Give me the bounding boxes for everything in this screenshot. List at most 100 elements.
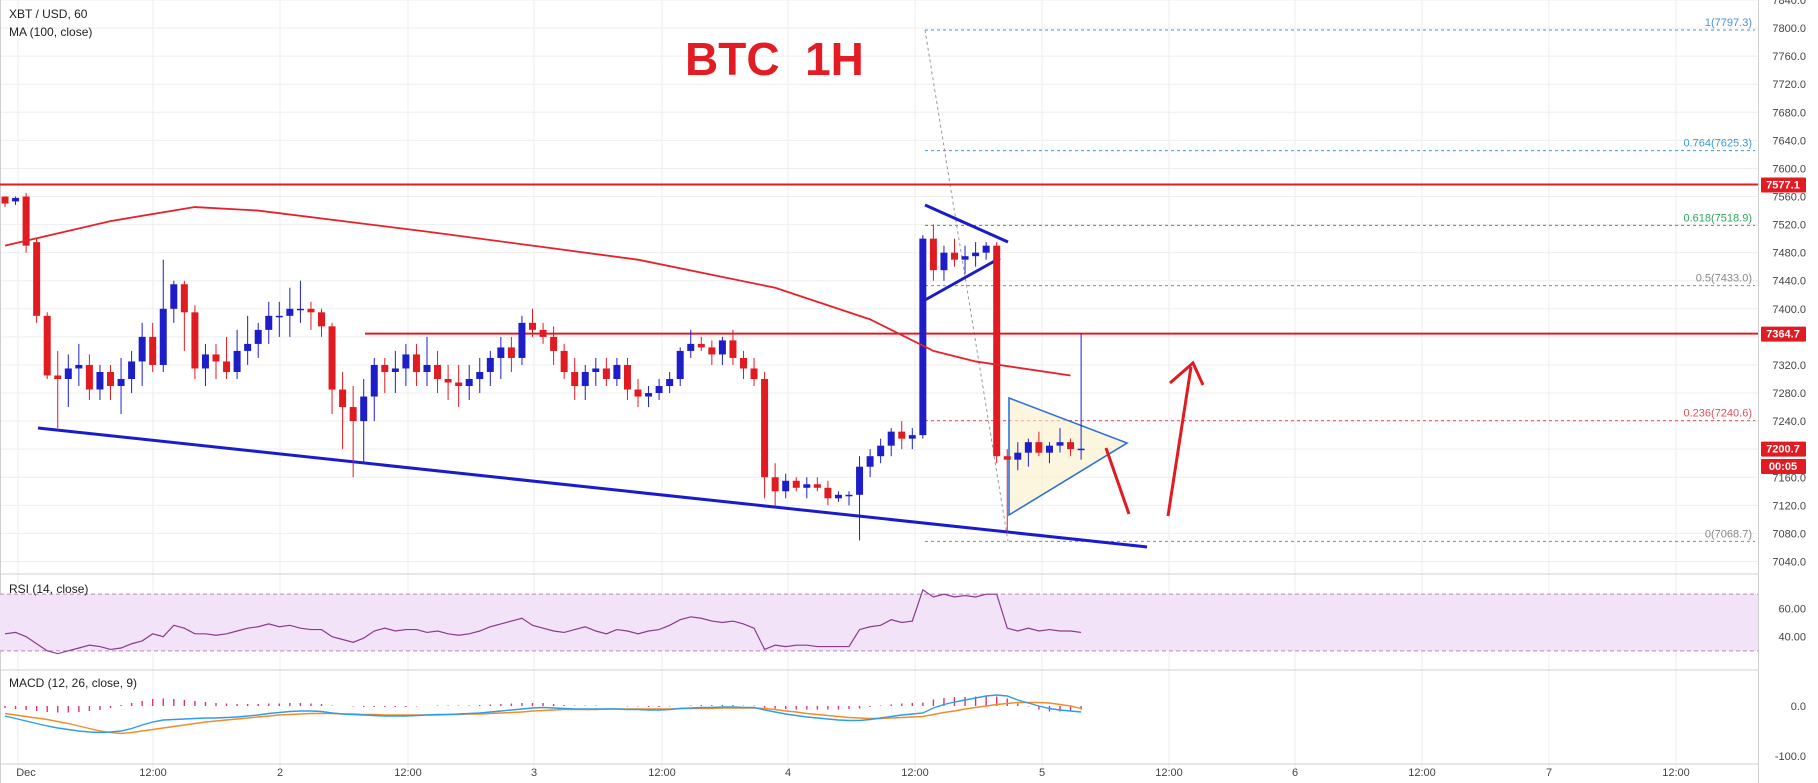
time-tick-label: 5 [1039, 767, 1045, 779]
candle-body [792, 480, 800, 488]
macd-label: MACD (12, 26, close, 9) [9, 676, 137, 690]
candle-body [560, 350, 568, 372]
price-axis-bg [1759, 0, 1818, 783]
candle-body [887, 431, 895, 446]
candle-body [687, 343, 695, 351]
candle-body [349, 407, 357, 422]
candle-body [1045, 445, 1053, 453]
candles [1, 193, 1085, 541]
price-tick-label: 7600.0 [1772, 163, 1806, 175]
candle-body [412, 354, 420, 372]
candle-body [381, 364, 389, 372]
time-tick-label: 12:00 [139, 767, 167, 779]
candle-body [740, 357, 747, 369]
time-tick-label: 12:00 [648, 767, 676, 779]
candle-body [486, 357, 494, 372]
candle-body [149, 336, 157, 365]
candle-body [623, 364, 631, 390]
candle-body [402, 354, 410, 369]
rsi-label: RSI (14, close) [9, 582, 88, 596]
candle-body [1014, 452, 1022, 460]
price-axis[interactable]: 7840.0 7800.0 7760.0 7720.0 7680.0 7640.0 7600… [1759, 0, 1818, 783]
price-tick-label: 7400.0 [1772, 304, 1806, 316]
candle-body [645, 393, 653, 397]
fib-level-label: 0.618(7518.9) [1684, 212, 1753, 224]
candle-body [328, 326, 336, 390]
candle-body [529, 322, 536, 330]
chart-title: BTC 1H [685, 33, 864, 85]
candle-body [972, 252, 980, 257]
candle-body [1003, 456, 1011, 460]
rsi-band [0, 593, 1758, 652]
candle-body [191, 312, 199, 369]
flag-lower-line [924, 256, 1001, 302]
candle-body [1, 196, 9, 204]
candle-body [718, 340, 726, 355]
candle-body [845, 494, 853, 497]
flag-upper-line [924, 203, 1009, 244]
candle-body [898, 431, 906, 439]
price-tag-bg [1761, 177, 1806, 193]
candle-body [254, 329, 262, 344]
candle-body [581, 371, 589, 387]
candle-body [497, 347, 505, 358]
candle-body [951, 252, 958, 260]
time-tick-label: 12:00 [901, 767, 929, 779]
price-tag-label: 7364.7 [1766, 329, 1800, 341]
time-axis[interactable]: Dec 12:00 2 12:00 3 12:00 4 12:00 5 12:00 6 12:00 7 1… [16, 767, 1690, 779]
candle-body [12, 197, 20, 202]
time-tick-label: 12:00 [1408, 767, 1436, 779]
candle-body [729, 340, 737, 358]
price-tag-bg [1761, 441, 1806, 457]
horizontal-resistance-lines [0, 183, 1758, 335]
fib-level-label: 1(7797.3) [1705, 17, 1752, 29]
candle-body [33, 242, 41, 316]
macd-tick-label: -100.0 [1775, 751, 1806, 763]
candle-body [518, 322, 526, 358]
candle-body [813, 484, 821, 488]
candle-body [455, 382, 463, 387]
candle-body [1035, 442, 1043, 453]
candle-body [929, 238, 937, 271]
candle-body [391, 368, 399, 372]
price-tick-label: 7480.0 [1772, 248, 1806, 260]
candle-body [117, 378, 125, 387]
rsi-tick-label: 40.00 [1778, 632, 1806, 644]
candle-body [22, 196, 30, 246]
price-tag-label: 7200.7 [1766, 444, 1800, 456]
candle-body [444, 378, 452, 383]
time-tick-label: 12:00 [394, 767, 422, 779]
candle-body [138, 336, 146, 362]
price-tick-label: 7760.0 [1772, 51, 1806, 63]
candle-body [834, 494, 842, 499]
candle-body [307, 308, 315, 313]
candle-body [201, 354, 209, 369]
moving-average-line [4, 206, 1071, 377]
price-tag-bg [1761, 326, 1806, 342]
symbol-label: XBT / USD, 60 [9, 7, 88, 21]
candle-body [318, 312, 325, 327]
price-tag-bg [1761, 459, 1806, 475]
candle-body [1056, 442, 1064, 446]
price-tick-label: 7520.0 [1772, 220, 1806, 232]
candle-body [592, 368, 600, 372]
candle-body [159, 308, 167, 365]
candle-body [782, 480, 790, 492]
candle-body [1024, 442, 1032, 453]
candle-body [1067, 442, 1075, 450]
price-tick-label: 7120.0 [1772, 500, 1806, 512]
price-tick-label: 7560.0 [1772, 192, 1806, 204]
candle-body [676, 350, 684, 379]
price-tick-label: 7040.0 [1772, 556, 1806, 568]
candle-body [824, 487, 832, 499]
candle-body [771, 477, 779, 492]
macd-line [4, 694, 1082, 734]
macd-signal-line [4, 701, 1082, 735]
candle-body [1077, 448, 1085, 451]
price-tick-label: 7720.0 [1772, 79, 1806, 91]
macd-tick-label: 0.0 [1791, 701, 1806, 713]
candle-body [370, 364, 378, 397]
candle-body [507, 347, 515, 358]
